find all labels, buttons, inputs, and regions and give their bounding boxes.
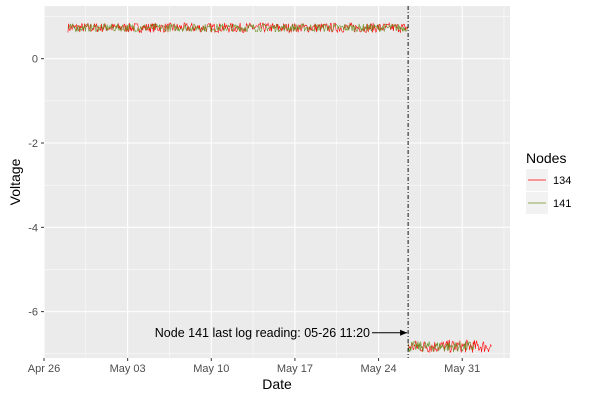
series-layer [67, 21, 492, 354]
plot-panel [44, 6, 510, 358]
annotation-arrow [372, 329, 408, 336]
x-axis: Apr 26 May 03 May 10 May 17 May 24 May 31 [28, 358, 480, 375]
legend-label-134: 134 [553, 175, 571, 187]
x-tick-label: May 31 [444, 363, 480, 375]
series-141-segment-2 [407, 341, 475, 353]
y-tick-label: -2 [28, 138, 38, 150]
x-tick-label: Apr 26 [28, 363, 60, 375]
annotation-text: Node 141 last log reading: 05-26 11:20 [155, 326, 370, 340]
y-tick-label: -6 [28, 307, 38, 319]
legend-title: Nodes [526, 150, 566, 166]
y-tick-label: 0 [32, 54, 38, 66]
x-axis-title: Date [262, 376, 292, 392]
x-tick-label: May 10 [193, 363, 229, 375]
x-tick-label: May 24 [361, 363, 397, 375]
y-tick-label: -4 [28, 222, 38, 234]
series-134-segment-1 [67, 21, 409, 34]
x-tick-label: May 03 [110, 363, 146, 375]
major-gridlines [43, 6, 510, 358]
x-tick-label: May 17 [277, 363, 313, 375]
y-axis: 0 -2 -4 -6 [28, 54, 44, 319]
legend-label-141: 141 [553, 198, 571, 210]
y-axis-title: Voltage [7, 158, 23, 205]
annotation-arrow-head [400, 329, 408, 336]
minor-gridlines [44, 6, 510, 358]
series-141-segment-1 [67, 22, 409, 33]
legend: Nodes 134 141 [526, 150, 571, 214]
